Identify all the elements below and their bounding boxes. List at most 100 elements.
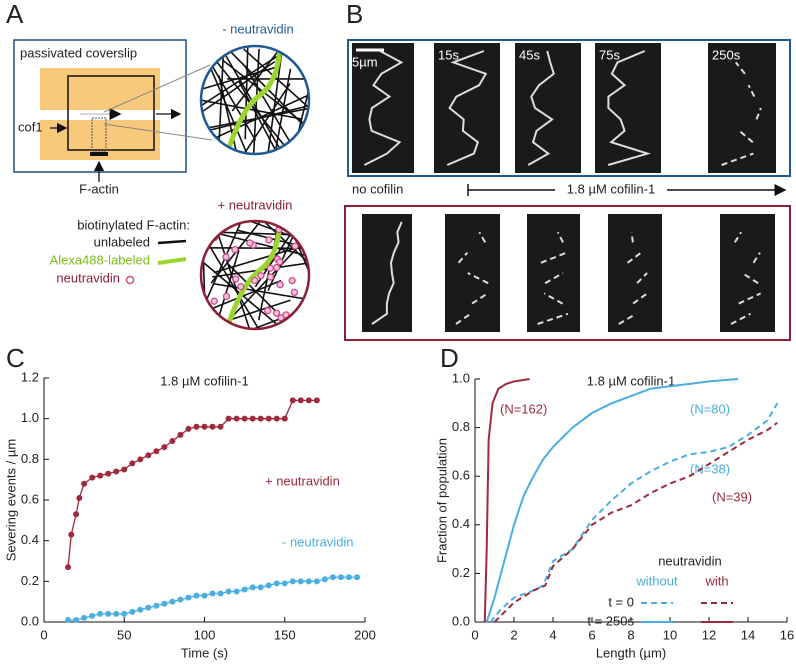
data-point: [65, 616, 72, 623]
x-tick-label: 16: [780, 627, 794, 642]
series-line: [68, 576, 357, 621]
chart-title: 1.8 µM cofilin-1: [587, 373, 675, 388]
data-point: [249, 584, 256, 591]
label-bg: [555, 181, 667, 199]
legend-column: with: [704, 573, 728, 588]
data-point: [225, 588, 232, 595]
zoom-circle: [199, 219, 311, 331]
legend-title: biotinylated F-actin:: [77, 217, 190, 232]
micrograph: [434, 43, 500, 173]
data-point: [209, 423, 216, 430]
data-point: [273, 415, 280, 422]
y-tick-label: 0.0: [21, 613, 39, 628]
data-point: [73, 616, 80, 623]
neutravidin: [222, 292, 231, 301]
filament: [218, 75, 251, 154]
data-point: [217, 590, 224, 597]
data-point: [281, 415, 288, 422]
data-point: [185, 594, 192, 601]
data-point: [68, 531, 75, 538]
neutravidin: [246, 239, 254, 247]
filament: [201, 66, 278, 108]
series-label: (N=38): [690, 461, 730, 476]
zoom-circle: [199, 44, 311, 156]
data-point: [225, 415, 232, 422]
data-point: [121, 610, 128, 617]
coverslip-label: passivated coverslip: [20, 45, 137, 60]
neutravidin: [272, 309, 281, 317]
x-tick-label: 0: [471, 627, 478, 642]
filament-image: [446, 50, 488, 166]
data-point: [329, 574, 336, 581]
x-tick-label: 100: [194, 627, 216, 642]
data-point: [113, 468, 120, 475]
data-point: [145, 604, 152, 611]
data-point: [201, 423, 208, 430]
series-line: [483, 378, 530, 623]
neutravidin: [231, 245, 239, 254]
legend-swatch: [157, 239, 187, 245]
x-tick-label: 0: [40, 627, 47, 642]
data-point: [81, 480, 88, 487]
data-point: [217, 423, 224, 430]
data-point: [297, 578, 304, 585]
micrograph: [608, 214, 662, 332]
filament: [202, 246, 209, 329]
data-point: [241, 415, 248, 422]
filament: [210, 68, 267, 154]
data-point: [345, 574, 352, 581]
neutravidin: [291, 242, 299, 250]
series-label: (N=80): [690, 401, 730, 416]
x-tick-label: 4: [549, 627, 556, 642]
data-point: [321, 576, 328, 583]
labeled-filament: [222, 46, 283, 154]
treatment-label: 1.8 µM cofilin-1: [567, 181, 655, 196]
data-point: [81, 614, 88, 621]
data-point: [265, 415, 272, 422]
y-tick-label: 0.0: [452, 613, 470, 628]
x-tick-label: 200: [354, 627, 376, 642]
micrograph: [720, 214, 775, 332]
data-point: [177, 431, 184, 438]
filament: [243, 48, 309, 144]
filament: [201, 279, 282, 329]
filament-label: F-actin: [79, 181, 119, 196]
data-point: [169, 598, 176, 605]
data-point: [76, 494, 83, 501]
series-line: [485, 378, 739, 623]
scale-bar-label: 5µm: [352, 54, 378, 69]
control-label: no cofilin: [352, 181, 403, 196]
data-point: [249, 415, 256, 422]
zoom-line: [103, 64, 211, 113]
data-point: [97, 472, 104, 479]
filament: [201, 246, 309, 250]
panel-label: B: [346, 0, 363, 29]
data-point: [161, 444, 168, 451]
filament-image: [371, 221, 403, 325]
data-point: [289, 397, 296, 404]
filament-image: [527, 50, 555, 166]
data-point: [353, 574, 360, 581]
micrograph: [352, 43, 414, 173]
data-point: [305, 578, 312, 585]
filament: [212, 83, 291, 154]
neutravidin: [266, 273, 275, 281]
x-tick-label: 6: [588, 627, 595, 642]
data-point: [193, 423, 200, 430]
series-label: + neutravidin: [265, 473, 340, 488]
y-tick-label: 0.2: [21, 573, 39, 588]
micrograph: [445, 214, 500, 332]
data-point: [113, 610, 120, 617]
data-point: [145, 452, 152, 459]
x-tick-label: 150: [274, 627, 296, 642]
x-tick-label: 10: [663, 627, 677, 642]
legend-row: t = 0: [608, 594, 634, 609]
y-tick-label: 1.2: [21, 369, 39, 384]
neutravidin: [232, 275, 240, 283]
chart-title: 1.8 µM cofilin-1: [160, 373, 248, 388]
x-tick-label: 2: [510, 627, 517, 642]
data-point: [257, 584, 264, 591]
panel-label: C: [6, 343, 25, 373]
neutravidin: [251, 276, 259, 285]
filament: [210, 221, 300, 284]
